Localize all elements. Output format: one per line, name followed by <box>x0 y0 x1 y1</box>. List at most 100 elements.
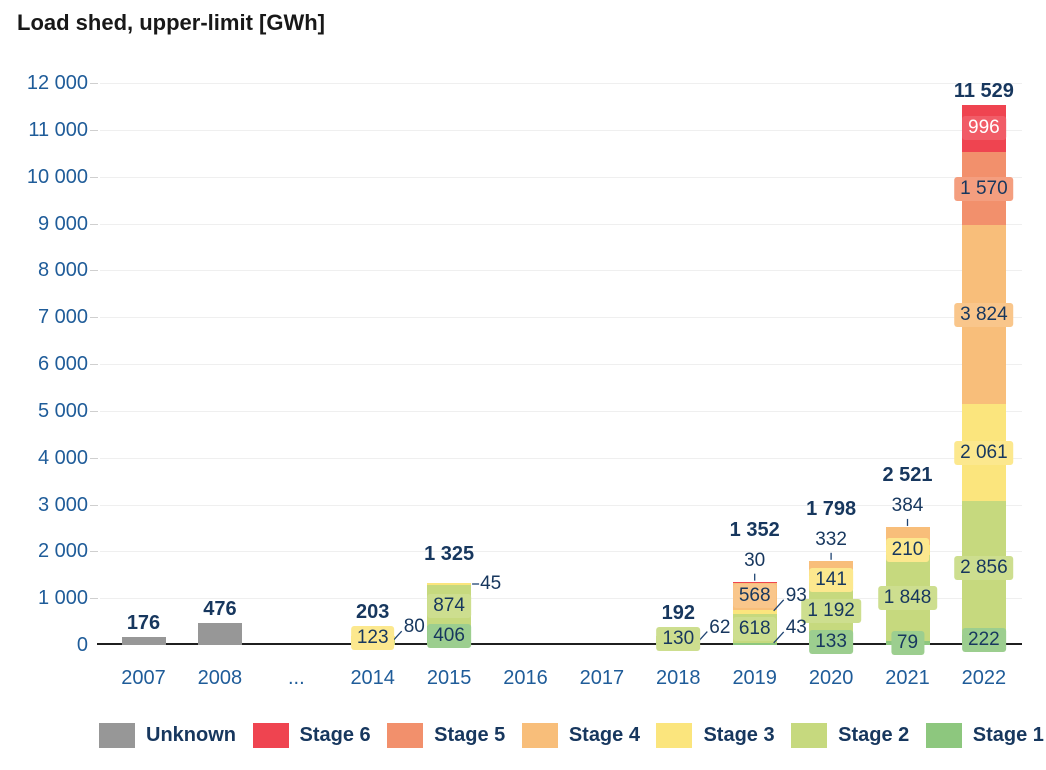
legend-label: Stage 6 <box>299 724 371 746</box>
segment-label-2020-stage-1: 133 <box>809 629 853 654</box>
legend-swatch-stage-4 <box>521 723 558 748</box>
segment-label-2022-stage-6: 996 <box>962 116 1006 141</box>
gridline <box>100 223 1022 225</box>
y-axis-tick <box>90 223 98 225</box>
total-label-2014: 203 <box>356 601 390 624</box>
x-axis-label-2016: 2016 <box>503 667 548 689</box>
bar-segment-2008-unknown <box>197 622 242 645</box>
legend-item-stage-6: Stage 6 <box>252 723 371 748</box>
segment-label-2015-stage-2: 874 <box>427 593 471 618</box>
gridline <box>100 129 1022 131</box>
total-label-2019: 1 352 <box>729 518 780 541</box>
x-axis-label-2007: 2007 <box>121 667 166 689</box>
segment-label-2022-stage-5: 1 570 <box>954 176 1014 201</box>
total-label-2021: 2 521 <box>882 463 933 486</box>
y-axis-tick <box>90 551 98 553</box>
y-axis-tick <box>90 504 98 506</box>
segment-label-2019-stage-2: 618 <box>732 616 777 641</box>
y-axis-label: 3 000 <box>37 493 88 516</box>
y-axis-label: 7 000 <box>37 306 88 329</box>
gridline <box>100 551 1022 553</box>
legend-item-unknown: Unknown <box>99 723 236 748</box>
legend-item-stage-1: Stage 1 <box>925 723 1044 748</box>
segment-label-2022-stage-4: 3 824 <box>954 302 1014 327</box>
bar-segment-2007-unknown <box>121 636 166 645</box>
segment-label-2014-stage-3: 123 <box>350 626 395 651</box>
total-label-2020: 1 798 <box>806 497 857 520</box>
gridline <box>100 598 1022 600</box>
y-axis-label: 8 000 <box>37 259 88 282</box>
legend-swatch-stage-1 <box>925 723 962 748</box>
callout-label-2014: 80 <box>403 616 425 638</box>
callout-label-2018: 62 <box>709 616 731 638</box>
segment-label-2019-stage-4: 568 <box>732 584 777 609</box>
y-axis-label: 6 000 <box>37 353 88 375</box>
y-axis-label: 0 <box>76 634 88 656</box>
gridline <box>100 364 1022 365</box>
bar-segment-2019-stage-1 <box>732 643 777 645</box>
legend-label: Stage 3 <box>703 724 775 746</box>
legend-label: Stage 4 <box>568 724 640 746</box>
legend-item-stage-3: Stage 3 <box>656 723 775 748</box>
legend-item-stage-5: Stage 5 <box>387 723 505 748</box>
x-axis-label-...: ... <box>287 667 305 689</box>
gridline <box>100 317 1022 319</box>
x-axis-label-2015: 2015 <box>426 667 472 689</box>
y-axis-tick <box>90 598 98 600</box>
y-axis-label: 4 000 <box>37 446 88 469</box>
callout-label-2019: 30 <box>744 549 766 571</box>
legend-item-stage-4: Stage 4 <box>521 723 640 748</box>
segment-label-2018-stage-2: 130 <box>656 627 701 652</box>
legend-swatch-unknown <box>99 723 135 748</box>
chart-title: Load shed, upper-limit [GWh] <box>17 10 325 35</box>
x-axis-label-2018: 2018 <box>656 667 701 689</box>
bar-segment-2015-stage-3 <box>427 582 472 585</box>
y-axis-tick <box>90 129 98 131</box>
y-axis-label: 1 000 <box>37 587 88 610</box>
gridline <box>100 176 1022 178</box>
callout-label-2021: 384 <box>891 494 924 516</box>
gridline <box>100 83 1022 84</box>
x-axis-label-2014: 2014 <box>350 667 395 689</box>
total-label-2015: 1 325 <box>424 542 475 565</box>
total-label-2008: 476 <box>203 597 237 620</box>
legend-swatch-stage-2 <box>791 723 828 748</box>
y-axis-tick <box>90 317 98 319</box>
segment-label-2021-stage-3: 210 <box>885 537 930 562</box>
y-axis-tick <box>90 83 98 84</box>
callout-label-2019: 43 <box>785 617 807 638</box>
y-axis-label: 2 000 <box>37 540 88 563</box>
bar-segment-2019-stage-6 <box>732 581 777 584</box>
x-axis-label-2020: 2020 <box>808 667 854 689</box>
x-axis-label-2017: 2017 <box>579 667 625 689</box>
gridline <box>100 504 1022 506</box>
legend-label: Stage 5 <box>434 724 506 746</box>
y-axis-tick <box>90 457 98 459</box>
legend-label: Stage 2 <box>838 724 910 746</box>
legend-item-stage-2: Stage 2 <box>791 723 909 748</box>
gridline <box>100 270 1022 272</box>
segment-label-2021-stage-2: 1 848 <box>877 586 938 610</box>
legend-swatch-stage-3 <box>656 723 693 748</box>
legend: Unknown Stage 6 Stage 5 Stage 4 Stage 3 Stage… <box>99 723 1044 748</box>
segment-label-2022-stage-1: 222 <box>962 627 1006 652</box>
y-axis-label: 12 000 <box>26 72 88 94</box>
x-axis-line <box>97 643 1022 645</box>
legend-swatch-stage-5 <box>387 723 424 748</box>
x-axis-label-2019: 2019 <box>732 667 777 689</box>
y-axis-label: 11 000 <box>28 118 88 141</box>
y-axis-label: 5 000 <box>37 399 88 422</box>
callout-label-2015: 45 <box>480 573 502 594</box>
y-axis-label: 9 000 <box>37 212 88 235</box>
total-label-2018: 192 <box>661 602 695 625</box>
segment-label-2022-stage-2: 2 856 <box>954 555 1014 580</box>
segment-label-2021-stage-1: 79 <box>890 631 925 656</box>
x-axis-label-2008: 2008 <box>197 667 243 689</box>
y-axis-tick <box>90 270 98 272</box>
y-axis-tick <box>90 410 98 412</box>
gridline <box>100 410 1022 412</box>
x-axis-label-2022: 2022 <box>961 667 1007 689</box>
legend-label: Stage 1 <box>972 724 1044 746</box>
